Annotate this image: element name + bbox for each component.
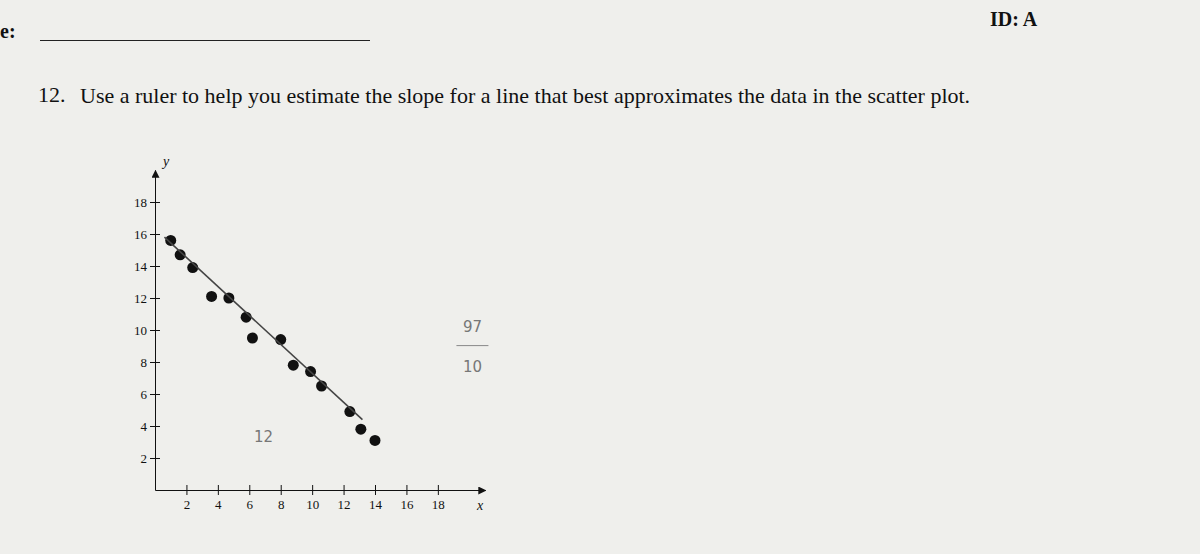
x-tick-mark: [406, 485, 407, 495]
handwritten-note: 10: [463, 358, 482, 376]
x-tick-label: 12: [338, 497, 351, 512]
y-tick-label: 6: [141, 387, 148, 402]
y-tick-label: 4: [141, 419, 148, 434]
x-tick-mark: [438, 485, 439, 495]
y-tick: 18: [134, 195, 160, 210]
x-tick-mark: [312, 485, 313, 495]
x-tick: 14: [369, 485, 383, 512]
y-tick-mark: [150, 426, 160, 427]
fraction-bar: [456, 345, 488, 346]
y-tick-label: 14: [134, 259, 148, 274]
y-tick-label: 16: [134, 227, 148, 242]
x-tick-label: 8: [278, 497, 285, 512]
y-tick-mark: [150, 362, 160, 363]
y-tick-mark: [150, 202, 160, 203]
name-label: e:: [0, 20, 16, 43]
x-tick: 4: [215, 485, 222, 512]
scatter-point: [370, 435, 381, 446]
chart: 2 4 6 8 10 12 14 16 18 2 4 6 8 10 12 14 16 18 x y 97 10 12: [0, 0, 1200, 554]
x-tick-label: 2: [184, 497, 191, 512]
id-label: ID: A: [990, 8, 1037, 31]
y-tick: 14: [134, 259, 160, 274]
x-tick-label: 18: [432, 497, 445, 512]
x-tick-mark: [375, 485, 376, 495]
worksheet-page: e: ID: A 12. Use a ruler to help you estima…: [0, 0, 1200, 554]
question-text: Use a ruler to help you estimate the slo…: [80, 82, 1080, 109]
scatter-point: [288, 360, 299, 371]
scatter-point: [355, 424, 366, 435]
y-tick: 6: [141, 387, 161, 402]
scatter-point: [223, 293, 234, 304]
x-tick-mark: [218, 485, 219, 495]
y-tick-label: 2: [141, 451, 148, 466]
y-tick-mark: [150, 298, 160, 299]
y-tick: 4: [141, 419, 161, 434]
y-tick: 2: [141, 451, 161, 466]
x-tick: 10: [306, 485, 319, 512]
y-tick-label: 18: [134, 195, 147, 210]
x-tick-label: 4: [215, 497, 222, 512]
x-tick-label: 10: [306, 497, 319, 512]
x-tick: 16: [400, 485, 414, 512]
y-tick-mark: [150, 458, 160, 459]
x-tick-mark: [281, 485, 282, 495]
x-tick-label: 16: [400, 497, 414, 512]
y-tick: 16: [134, 227, 160, 242]
y-tick: 12: [134, 291, 160, 306]
x-tick: 6: [247, 485, 254, 512]
x-tick-mark: [186, 485, 187, 495]
x-tick: 8: [278, 485, 285, 512]
drawn-line: [164, 237, 362, 419]
plot-area: [164, 235, 380, 446]
y-tick-mark: [150, 234, 160, 235]
y-tick-label: 8: [141, 355, 148, 370]
y-axis: 2 4 6 8 10 12 14 16 18: [134, 171, 160, 491]
x-tick-mark: [249, 485, 250, 495]
y-tick-mark: [150, 330, 160, 331]
x-axis: 2 4 6 8 10 12 14 16 18: [156, 485, 486, 512]
x-tick-mark: [344, 485, 345, 495]
question-number: 12.: [38, 82, 66, 108]
y-tick-mark: [150, 266, 160, 267]
name-line: [40, 40, 370, 41]
y-tick-label: 12: [134, 291, 147, 306]
x-tick: 12: [338, 485, 351, 512]
x-tick: 2: [184, 485, 191, 512]
x-tick-label: 14: [369, 497, 383, 512]
y-tick: 10: [134, 323, 160, 338]
x-tick-label: 6: [247, 497, 254, 512]
y-axis-label: y: [161, 154, 170, 169]
x-tick: 18: [432, 485, 445, 512]
scatter-point: [206, 291, 217, 302]
handwritten-note: 12: [254, 428, 273, 446]
y-tick: 8: [141, 355, 161, 370]
handwritten-note: 97: [463, 318, 482, 336]
y-tick-mark: [150, 394, 160, 395]
x-axis-line: [156, 490, 486, 491]
x-axis-label: x: [476, 498, 484, 513]
y-tick-label: 10: [134, 323, 147, 338]
scatter-point: [247, 333, 258, 344]
